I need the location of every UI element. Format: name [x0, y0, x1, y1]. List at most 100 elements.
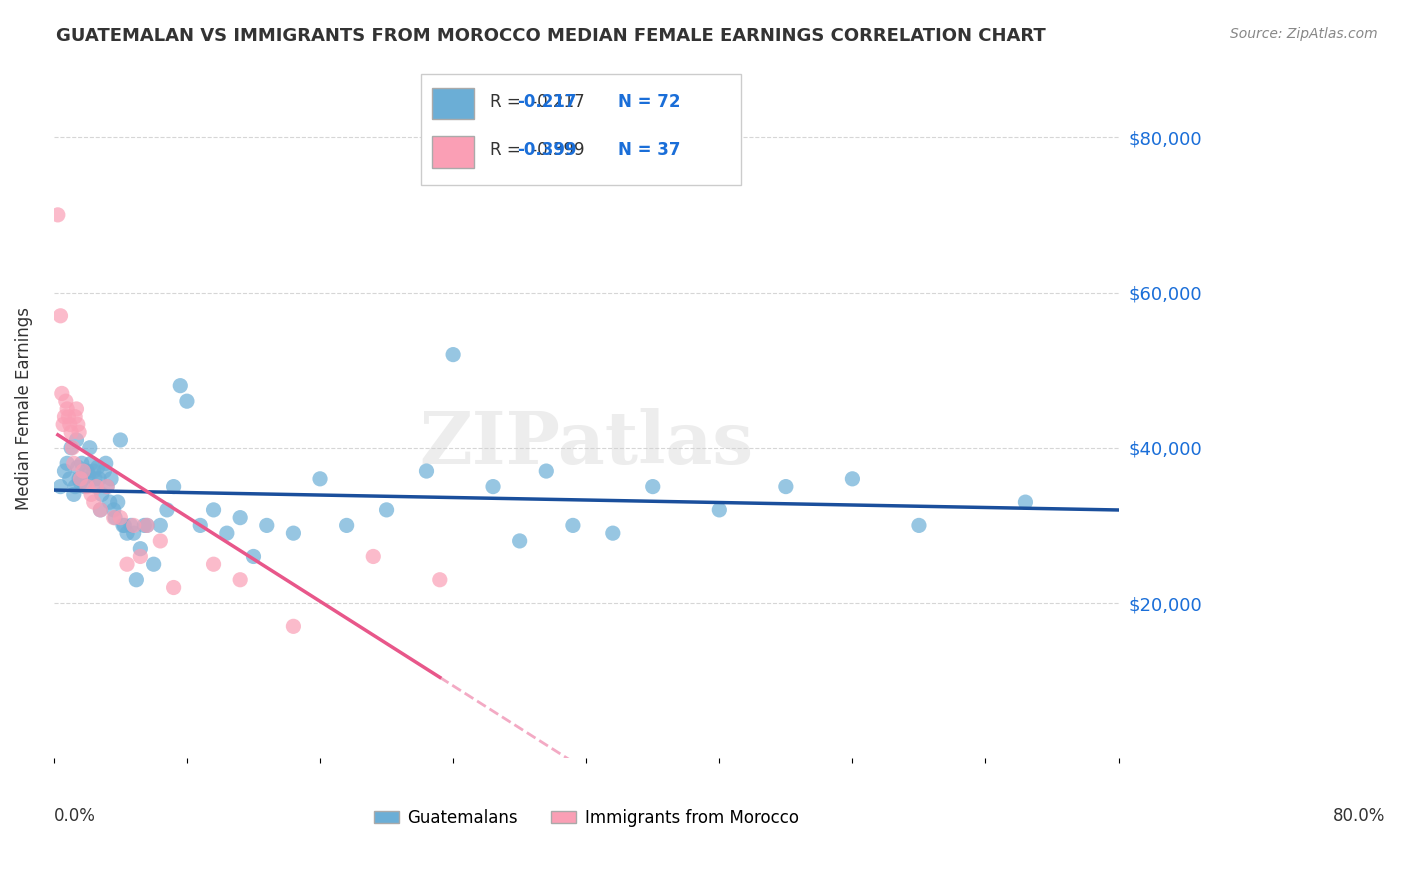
- Point: [136, 518, 159, 533]
- Text: GUATEMALAN VS IMMIGRANTS FROM MOROCCO MEDIAN FEMALE EARNINGS CORRELATION CHART: GUATEMALAN VS IMMIGRANTS FROM MOROCCO ME…: [56, 27, 1046, 45]
- Point: [86, 480, 108, 494]
- Point: [56, 401, 79, 416]
- Point: [229, 573, 252, 587]
- Point: [149, 533, 172, 548]
- Point: [429, 573, 451, 587]
- Point: [110, 510, 132, 524]
- Point: [80, 487, 103, 501]
- Point: [59, 472, 82, 486]
- Point: [641, 480, 664, 494]
- Point: [162, 581, 184, 595]
- Point: [69, 472, 91, 486]
- Point: [55, 394, 77, 409]
- Point: [112, 518, 135, 533]
- Point: [110, 433, 132, 447]
- Point: [129, 541, 152, 556]
- Point: [242, 549, 264, 564]
- Point: [93, 464, 115, 478]
- Point: [215, 526, 238, 541]
- Point: [87, 472, 110, 486]
- Point: [83, 495, 105, 509]
- Point: [709, 503, 731, 517]
- Point: [202, 558, 225, 572]
- Text: R =  -0.399: R = -0.399: [491, 142, 585, 160]
- Y-axis label: Median Female Earnings: Median Female Earnings: [15, 308, 32, 510]
- Point: [58, 409, 80, 424]
- Point: [83, 464, 105, 478]
- FancyBboxPatch shape: [422, 73, 741, 186]
- Point: [136, 518, 159, 533]
- Point: [53, 409, 76, 424]
- Point: [115, 558, 138, 572]
- Point: [149, 518, 172, 533]
- Point: [49, 309, 72, 323]
- Point: [841, 472, 863, 486]
- Point: [73, 480, 96, 494]
- Point: [51, 386, 73, 401]
- Point: [441, 348, 464, 362]
- Point: [60, 425, 83, 440]
- Point: [283, 526, 305, 541]
- Point: [72, 472, 94, 486]
- Point: [120, 518, 142, 533]
- Point: [415, 464, 437, 478]
- Point: [66, 417, 89, 432]
- Point: [49, 480, 72, 494]
- Point: [188, 518, 211, 533]
- Text: Source: ZipAtlas.com: Source: ZipAtlas.com: [1230, 27, 1378, 41]
- Point: [62, 441, 84, 455]
- Text: N = 72: N = 72: [619, 93, 681, 111]
- Point: [98, 495, 121, 509]
- Point: [94, 456, 117, 470]
- Point: [59, 417, 82, 432]
- Point: [122, 518, 145, 533]
- Point: [142, 558, 165, 572]
- Point: [112, 518, 135, 533]
- Point: [103, 510, 125, 524]
- Point: [46, 208, 69, 222]
- Point: [53, 464, 76, 478]
- Point: [107, 495, 129, 509]
- FancyBboxPatch shape: [432, 136, 474, 168]
- Point: [89, 503, 111, 517]
- Point: [90, 487, 112, 501]
- Point: [283, 619, 305, 633]
- Point: [62, 487, 84, 501]
- Point: [86, 480, 108, 494]
- Point: [56, 456, 79, 470]
- Point: [169, 378, 191, 392]
- Point: [84, 472, 107, 486]
- Text: 80.0%: 80.0%: [1333, 807, 1385, 825]
- Point: [65, 433, 87, 447]
- Point: [69, 475, 91, 490]
- Point: [561, 518, 583, 533]
- Point: [115, 526, 138, 541]
- Point: [76, 480, 98, 494]
- Point: [79, 441, 101, 455]
- Point: [156, 503, 179, 517]
- Point: [52, 417, 75, 432]
- Point: [1014, 495, 1036, 509]
- Point: [908, 518, 931, 533]
- Point: [256, 518, 278, 533]
- Point: [72, 464, 94, 478]
- Point: [162, 480, 184, 494]
- Point: [63, 480, 86, 494]
- Point: [134, 518, 156, 533]
- Text: ZIPatlas: ZIPatlas: [419, 409, 754, 479]
- Point: [77, 467, 100, 482]
- Point: [482, 480, 505, 494]
- Point: [176, 394, 198, 409]
- Text: N = 37: N = 37: [619, 142, 681, 160]
- Point: [100, 472, 122, 486]
- Point: [375, 503, 398, 517]
- Point: [536, 464, 558, 478]
- Point: [103, 503, 125, 517]
- Point: [229, 510, 252, 524]
- Point: [122, 526, 145, 541]
- Text: R =  -0.217: R = -0.217: [491, 93, 585, 111]
- Point: [775, 480, 797, 494]
- Point: [309, 472, 332, 486]
- FancyBboxPatch shape: [432, 87, 474, 119]
- Point: [60, 441, 83, 455]
